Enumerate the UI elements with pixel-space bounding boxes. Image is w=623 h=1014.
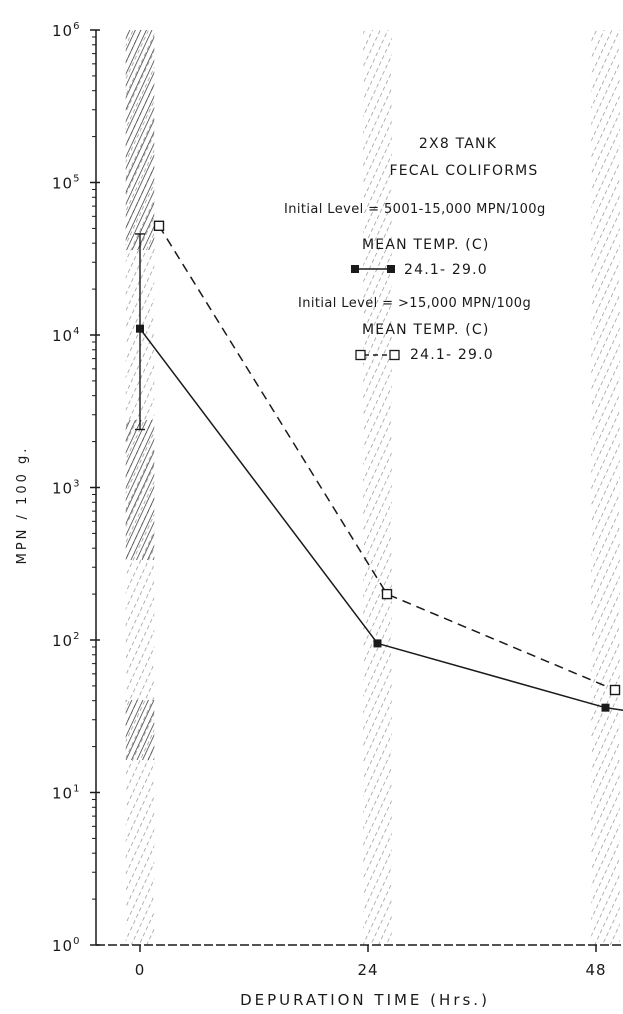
y-tick-label: 105 bbox=[52, 174, 80, 193]
shaded-bands bbox=[125, 30, 620, 945]
legend-title-line-2: FECAL COLIFORMS bbox=[390, 163, 539, 179]
data-point-open bbox=[153, 220, 165, 232]
data-point-open bbox=[381, 588, 393, 600]
y-axis: 100 101 102 103 104 105 106 bbox=[52, 21, 100, 955]
y-tick-label: 102 bbox=[52, 631, 80, 650]
legend: 2X8 TANK FECAL COLIFORMS Initial Level =… bbox=[284, 136, 546, 363]
legend-group2-heading: MEAN TEMP. (C) bbox=[362, 322, 490, 338]
data-point-filled bbox=[601, 703, 610, 712]
x-tick-label: 48 bbox=[585, 961, 606, 979]
y-axis-label: MPN / 100 g. bbox=[15, 446, 30, 565]
legend-group2-range: 24.1- 29.0 bbox=[410, 347, 494, 363]
legend-group1-range: 24.1- 29.0 bbox=[404, 262, 488, 278]
legend-group1-heading: MEAN TEMP. (C) bbox=[362, 237, 490, 253]
shaded-band-dense bbox=[125, 420, 155, 560]
legend-title-line-1: 2X8 TANK bbox=[419, 136, 497, 152]
y-tick-label: 100 bbox=[52, 936, 80, 955]
legend-group2-dashed-swatch bbox=[355, 349, 400, 361]
shaded-band-dense bbox=[125, 30, 155, 250]
data-point-filled bbox=[136, 324, 144, 333]
series-group bbox=[135, 220, 623, 712]
legend-group2-level: Initial Level = >15,000 MPN/100g bbox=[298, 296, 531, 311]
shaded-band-dense bbox=[125, 700, 155, 760]
x-tick-label: 0 bbox=[135, 961, 146, 979]
x-axis-label: DEPURATION TIME (Hrs.) bbox=[240, 991, 490, 1009]
y-tick-label: 106 bbox=[52, 21, 80, 40]
shaded-band bbox=[591, 30, 620, 945]
series-dashed-line bbox=[158, 225, 623, 693]
data-point-filled bbox=[373, 639, 382, 648]
y-tick-label: 103 bbox=[52, 479, 80, 498]
x-axis: 0244872 bbox=[96, 944, 623, 979]
y-tick-label: 104 bbox=[52, 326, 80, 345]
y-tick-label: 101 bbox=[52, 784, 80, 803]
legend-group1-solid-swatch bbox=[351, 265, 395, 273]
legend-group1-level: Initial Level = 5001-15,000 MPN/100g bbox=[284, 202, 546, 217]
data-point-open bbox=[609, 684, 621, 696]
series-solid-line bbox=[139, 328, 623, 712]
shaded-band bbox=[363, 30, 392, 945]
x-tick-label: 24 bbox=[357, 961, 378, 979]
